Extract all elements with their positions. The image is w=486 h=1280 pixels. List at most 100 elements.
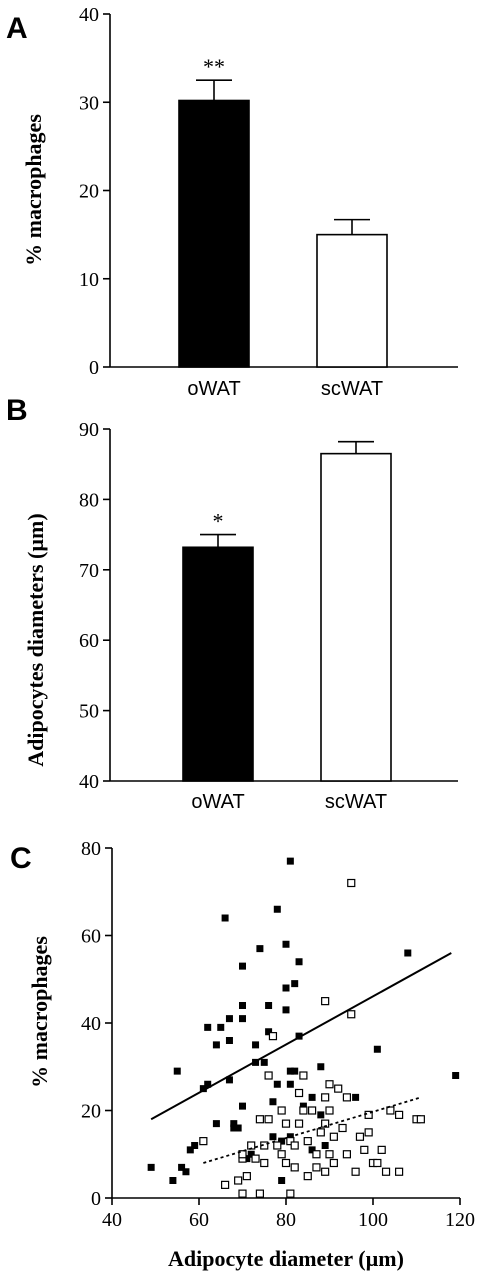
data-point-open-square [395, 1167, 404, 1176]
data-point-open-square [347, 1010, 356, 1019]
data-point-filled-square [295, 958, 303, 966]
data-point-open-square [238, 1189, 247, 1198]
data-point-filled-square [247, 1150, 255, 1158]
data-point-filled-square [286, 857, 294, 865]
significance-marker: ** [203, 54, 225, 79]
data-point-open-square [277, 1150, 286, 1159]
data-point-open-square [303, 1172, 312, 1181]
data-point-open-square [338, 1123, 347, 1133]
data-point-filled-square [373, 1045, 381, 1053]
x-tick-label: 120 [445, 1209, 475, 1231]
data-point-filled-square [239, 1102, 246, 1110]
data-point-open-square [286, 1189, 295, 1198]
data-point-filled-square [239, 1002, 246, 1009]
data-point-open-square [377, 1145, 386, 1154]
data-point-filled-square [278, 1137, 286, 1145]
data-point-open-square [234, 1176, 243, 1185]
data-point-open-square [325, 1150, 334, 1159]
data-point-open-square [277, 1106, 286, 1115]
data-point-open-square [251, 1154, 260, 1163]
data-point-open-square [238, 1150, 247, 1159]
data-point-filled-square [291, 1067, 299, 1075]
data-point-filled-square [269, 1133, 277, 1141]
x-tick-label: 100 [358, 1209, 388, 1231]
y-tick-label: 0 [91, 1188, 101, 1210]
data-point-open-square [347, 878, 356, 888]
x-tick-label: 40 [102, 1209, 122, 1231]
data-point-open-square [290, 1141, 299, 1150]
data-point-open-square [360, 1145, 369, 1154]
y-tick-label: 40 [79, 4, 99, 26]
y-tick-label: 50 [79, 701, 99, 723]
data-point-open-square [281, 1119, 291, 1128]
data-point-filled-square [191, 1142, 199, 1149]
data-point-open-square [303, 1137, 312, 1146]
data-point-open-square [316, 1128, 325, 1137]
y-tick-label: 60 [81, 926, 101, 948]
data-point-filled-square [269, 1098, 277, 1106]
data-point-open-square [386, 1106, 395, 1115]
panel-c-y-axis-label: % macrophages [27, 936, 52, 1088]
regression-line-dotted [203, 1096, 422, 1164]
data-point-filled-square [282, 940, 290, 948]
data-point-open-square [381, 1167, 391, 1176]
data-point-filled-square [212, 1041, 220, 1049]
data-point-filled-square [234, 1124, 242, 1132]
y-tick-label: 30 [79, 92, 99, 114]
data-point-filled-square [256, 945, 264, 953]
data-point-filled-square [225, 1037, 233, 1044]
data-point-open-square [294, 1088, 304, 1098]
y-tick-label: 20 [81, 1101, 101, 1123]
data-point-filled-square [225, 1015, 233, 1023]
data-point-open-square [268, 1032, 278, 1041]
data-point-filled-square [252, 1041, 260, 1049]
data-point-open-square [308, 1106, 317, 1115]
data-point-filled-square [199, 1085, 207, 1093]
data-point-filled-square [186, 1146, 194, 1154]
data-point-filled-square [286, 1080, 294, 1088]
panel-c-scatter-plot: C % macrophages Adipocyte diameter (µm) … [10, 838, 475, 1271]
data-point-filled-square [282, 984, 290, 992]
bar-oWAT [178, 99, 250, 368]
data-point-filled-square [273, 1080, 281, 1088]
panel-letter-c: C [10, 842, 32, 875]
data-point-filled-square [173, 1067, 181, 1075]
data-point-filled-square [308, 1093, 316, 1101]
data-point-open-square [373, 1158, 382, 1168]
panel-c-x-axis-label: Adipocyte diameter (µm) [168, 1246, 404, 1271]
y-tick-label: 90 [79, 419, 99, 441]
data-point-open-square [416, 1115, 425, 1124]
data-point-open-square [294, 1119, 304, 1128]
panel-b-bar-chart: B Adipocytes diameters (µm) 40 50 60 70 80 90… [6, 394, 458, 813]
data-point-open-square [321, 1093, 330, 1102]
data-point-filled-square [225, 1076, 233, 1084]
data-point-filled-square [204, 1080, 212, 1088]
data-point-filled-square [404, 949, 412, 957]
data-point-filled-square [147, 1163, 155, 1171]
data-point-filled-square [317, 1063, 325, 1071]
data-point-open-square [242, 1172, 251, 1181]
significance-marker: * [213, 509, 224, 534]
panel-a-y-axis-label: % macrophages [21, 114, 46, 266]
data-point-filled-square [243, 1155, 251, 1163]
bar-oWAT [182, 546, 254, 782]
y-tick-label: 40 [81, 1013, 101, 1035]
y-tick-label: 80 [79, 489, 99, 511]
data-point-filled-square [221, 914, 229, 922]
data-point-open-square [312, 1150, 321, 1159]
data-point-open-square [264, 1071, 273, 1080]
data-point-open-square [329, 1132, 338, 1141]
data-point-filled-square [217, 1023, 225, 1031]
data-point-filled-square [321, 1142, 329, 1149]
category-label: scWAT [325, 791, 387, 813]
x-tick-label: 60 [189, 1209, 209, 1231]
data-point-filled-square [286, 1067, 294, 1075]
bar-scWAT [320, 452, 392, 782]
regression-line-solid [150, 952, 452, 1121]
category-label: oWAT [187, 378, 240, 400]
panel-letter-a: A [6, 12, 28, 45]
data-point-open-square [395, 1110, 404, 1119]
panel-letter-b: B [6, 394, 28, 427]
x-tick-label: 80 [276, 1209, 296, 1231]
data-point-filled-square [239, 962, 246, 970]
